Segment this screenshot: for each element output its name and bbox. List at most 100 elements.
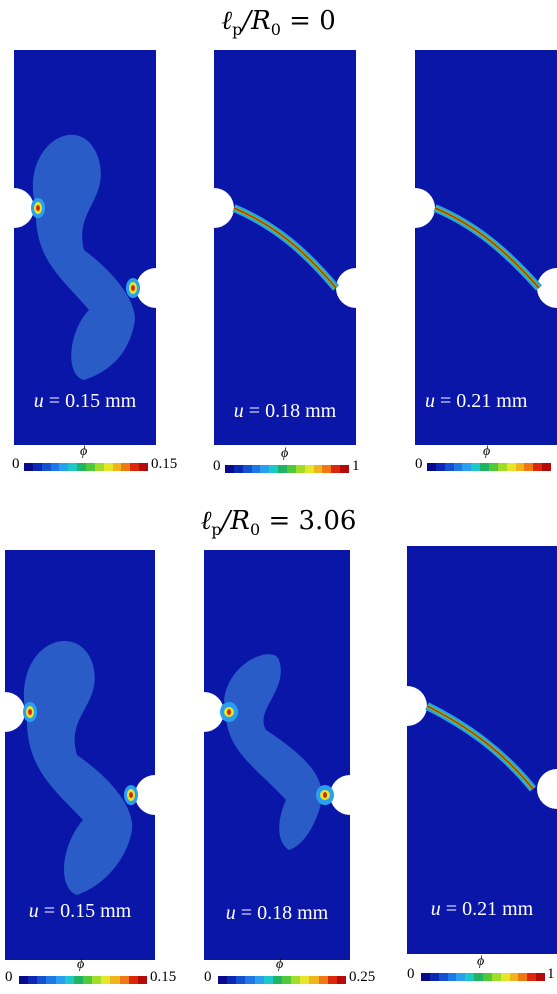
colormap-swatch: [64, 976, 74, 984]
colormap-swatch: [453, 463, 463, 471]
displacement-label: u = 0.21 mm: [425, 390, 528, 412]
colormap-swatch: [59, 463, 69, 471]
contour-panel-r1-c3: u = 0.21 mm: [415, 50, 557, 445]
colormap-swatch: [480, 463, 490, 471]
colormap-swatch: [28, 976, 38, 984]
colormap-swatch: [137, 976, 147, 984]
phase-field-plot: [214, 50, 356, 445]
colormap-swatch: [471, 463, 481, 471]
colormap-swatch: [68, 463, 78, 471]
colormap-swatch: [304, 465, 314, 473]
colormap-swatch: [318, 976, 328, 984]
colormap-swatch: [456, 973, 466, 981]
colormap-swatch: [438, 973, 448, 981]
colormap-swatch: [110, 976, 120, 984]
colorbar-r2-c1: ϕ 0 0.15: [5, 957, 177, 985]
displacement-label: u = 0.18 mm: [225, 902, 329, 924]
displacement-label: u = 0.21 mm: [430, 898, 534, 920]
colormap-swatch: [254, 976, 264, 984]
colormap-swatch: [327, 976, 337, 984]
row-2-title: ℓp/R0 = 3.06: [200, 506, 357, 540]
phase-field-plot: [204, 550, 350, 960]
colormap-swatch: [119, 976, 129, 984]
colormap-swatch: [435, 463, 445, 471]
colormap-swatch: [103, 463, 113, 471]
colormap-swatch: [447, 973, 457, 981]
colormap-swatch: [524, 463, 534, 471]
colormap-swatch: [429, 973, 439, 981]
colormap-swatch: [269, 465, 279, 473]
colormap-swatch: [281, 976, 292, 984]
colormap-swatch: [73, 976, 83, 984]
colormap-swatch: [41, 463, 51, 471]
colormap-swatch: [218, 976, 228, 984]
colormap-swatch: [46, 976, 56, 984]
colorbar-r1-c3: ϕ 0: [415, 444, 557, 476]
colormap-swatch: [515, 463, 525, 471]
colormap-swatch: [94, 463, 104, 471]
colormap-swatch: [82, 976, 93, 984]
colormap-swatch: [251, 465, 261, 473]
colormap-swatch: [245, 976, 255, 984]
colormap-swatch: [331, 465, 341, 473]
contour-panel-r1-c2: u = 0.18 mm: [214, 50, 356, 445]
contour-panel-r2-c2: u = 0.18 mm: [204, 550, 350, 960]
colormap-swatch: [533, 463, 543, 471]
colorbar-r2-c3: ϕ 0 1: [407, 954, 555, 982]
contour-panel-r2-c1: u = 0.15 mm: [5, 550, 155, 960]
colormap-swatch: [489, 463, 498, 471]
colormap-swatch: [421, 973, 430, 981]
colormap-swatch: [291, 976, 301, 984]
displacement-label: u = 0.15 mm: [28, 900, 132, 922]
colormap-swatch: [322, 465, 332, 473]
colormap-swatch: [225, 465, 234, 473]
colormap-swatch: [19, 976, 29, 984]
colormap-swatch: [86, 463, 95, 471]
colormap-swatch: [260, 465, 270, 473]
colormap-swatch: [536, 973, 546, 981]
colormap-swatch: [340, 465, 350, 473]
colormap-swatch: [497, 463, 507, 471]
contour-panel-r2-c3: u = 0.21 mm: [407, 546, 557, 954]
colormap-swatch: [32, 463, 42, 471]
displacement-label: u = 0.15 mm: [33, 390, 137, 412]
colormap-swatch: [233, 465, 243, 473]
colormap-swatch: [427, 463, 436, 471]
colormap-swatch: [128, 976, 138, 984]
phase-field-plot: [14, 50, 156, 445]
colormap-swatch: [287, 465, 296, 473]
colormap-swatch: [272, 976, 282, 984]
colormap-swatch: [55, 976, 65, 984]
contour-panel-r1-c1: u = 0.15 mm: [14, 50, 156, 445]
colormap-swatch: [506, 463, 516, 471]
colormap-swatch: [509, 973, 519, 981]
colormap-swatch: [121, 463, 131, 471]
colormap-swatch: [527, 973, 537, 981]
colormap-swatch: [500, 973, 510, 981]
colormap-swatch: [518, 973, 528, 981]
colormap-swatch: [242, 465, 252, 473]
colormap-swatch: [444, 463, 454, 471]
colormap-swatch: [37, 976, 47, 984]
colormap-swatch: [474, 973, 484, 981]
colormap-swatch: [24, 463, 33, 471]
colormap-swatch: [462, 463, 472, 471]
colormap-swatch: [101, 976, 111, 984]
colormap-swatch: [309, 976, 319, 984]
colormap-swatch: [263, 976, 273, 984]
colormap-swatch: [130, 463, 140, 471]
colormap-swatch: [491, 973, 501, 981]
colormap-swatch: [227, 976, 237, 984]
colormap-swatch: [92, 976, 102, 984]
colormap-swatch: [336, 976, 346, 984]
colormap-swatch: [300, 976, 310, 984]
colormap-swatch: [313, 465, 323, 473]
row-1-title: ℓp/R0 = 0: [221, 6, 336, 40]
colorbar-r1-c1: ϕ 0 0.15: [12, 444, 178, 472]
colormap-swatch: [50, 463, 60, 471]
colorbar-r1-c2: ϕ 0 1: [213, 446, 360, 474]
colorbar-r2-c2: ϕ 0 0.25: [204, 957, 376, 985]
colormap-swatch: [236, 976, 246, 984]
phase-field-plot: [415, 50, 557, 445]
colormap-swatch: [295, 465, 305, 473]
